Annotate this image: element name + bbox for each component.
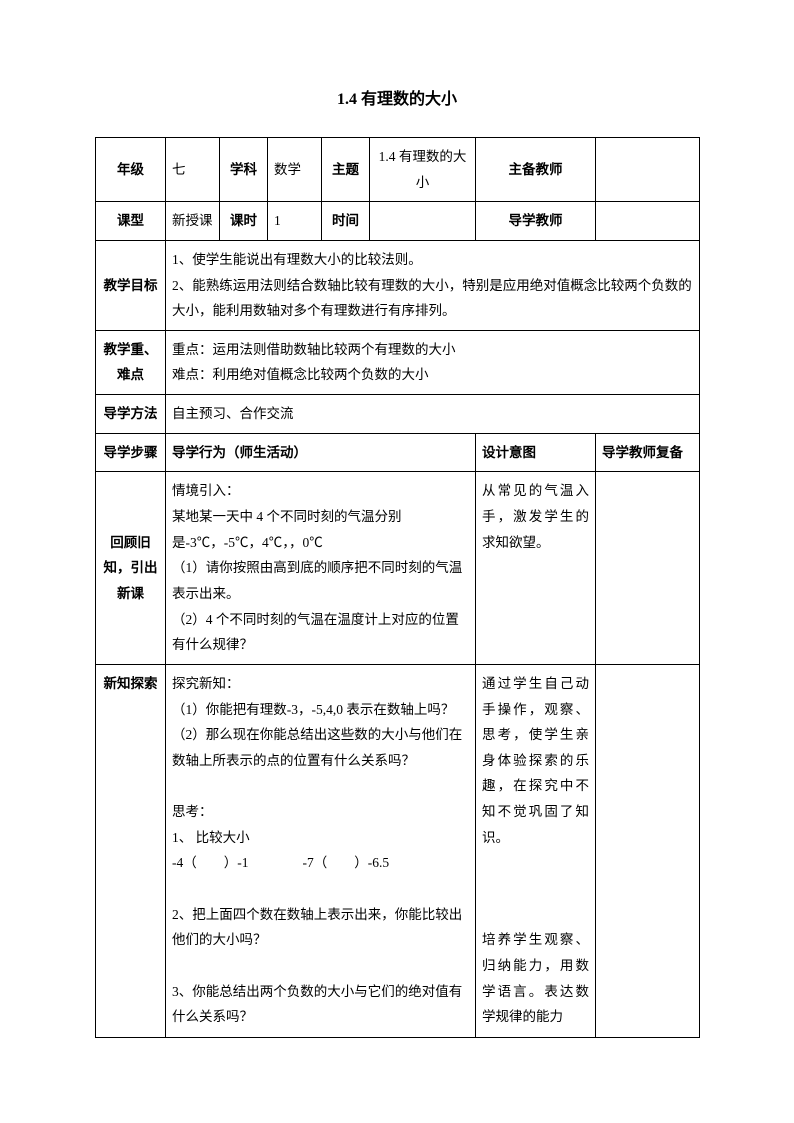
method-label: 导学方法 bbox=[96, 395, 166, 434]
keypoints-text: 重点：运用法则借助数轴比较两个有理数的大小 难点：利用绝对值概念比较两个负数的大… bbox=[166, 330, 700, 394]
page-title: 1.4 有理数的大小 bbox=[95, 85, 699, 109]
lesson-type-value: 新授课 bbox=[166, 202, 220, 241]
keypoints-label: 教学重、难点 bbox=[96, 330, 166, 394]
time-label: 时间 bbox=[322, 202, 370, 241]
intent-cell-2: 通过学生自己动手操作，观察、思考，使学生亲身体验探索的乐趣，在探究中不知不觉巩固… bbox=[476, 664, 596, 1037]
subject-label: 学科 bbox=[220, 138, 268, 202]
action-cell-1: 情境引入： 某地某一天中 4 个不同时刻的气温分别是-3℃，-5℃，4℃，，0℃… bbox=[166, 472, 476, 664]
keypoints-row: 教学重、难点 重点：运用法则借助数轴比较两个有理数的大小 难点：利用绝对值概念比… bbox=[96, 330, 700, 394]
columns-row: 导学步骤 导学行为（师生活动） 设计意图 导学教师复备 bbox=[96, 433, 700, 472]
prep-cell-2 bbox=[596, 664, 700, 1037]
step-cell-1: 回顾旧知，引出新课 bbox=[96, 472, 166, 664]
guide-teacher-label: 导学教师 bbox=[476, 202, 596, 241]
goals-text: 1、使学生能说出有理数大小的比较法则。 2、能熟练运用法则结合数轴比较有理数的大… bbox=[166, 240, 700, 330]
step-cell-2: 新知探索 bbox=[96, 664, 166, 1037]
topic-label: 主题 bbox=[322, 138, 370, 202]
intent-cell-1: 从常见的气温入手，激发学生的求知欲望。 bbox=[476, 472, 596, 664]
table-row: 新知探索 探究新知： （1）你能把有理数-3，-5,4,0 表示在数轴上吗？ （… bbox=[96, 664, 700, 1037]
topic-value: 1.4 有理数的大小 bbox=[370, 138, 476, 202]
col-prep: 导学教师复备 bbox=[596, 433, 700, 472]
lesson-plan-table: 年级 七 学科 数学 主题 1.4 有理数的大小 主备教师 课型 新授课 课时 … bbox=[95, 137, 700, 1038]
col-action: 导学行为（师生活动） bbox=[166, 433, 476, 472]
subject-value: 数学 bbox=[268, 138, 322, 202]
method-row: 导学方法 自主预习、合作交流 bbox=[96, 395, 700, 434]
grade-label: 年级 bbox=[96, 138, 166, 202]
header-row-1: 年级 七 学科 数学 主题 1.4 有理数的大小 主备教师 bbox=[96, 138, 700, 202]
grade-value: 七 bbox=[166, 138, 220, 202]
guide-teacher-value bbox=[596, 202, 700, 241]
goals-label: 教学目标 bbox=[96, 240, 166, 330]
header-row-2: 课型 新授课 课时 1 时间 导学教师 bbox=[96, 202, 700, 241]
lesson-type-label: 课型 bbox=[96, 202, 166, 241]
prep-cell-1 bbox=[596, 472, 700, 664]
table-row: 回顾旧知，引出新课 情境引入： 某地某一天中 4 个不同时刻的气温分别是-3℃，… bbox=[96, 472, 700, 664]
main-teacher-value bbox=[596, 138, 700, 202]
action-cell-2: 探究新知： （1）你能把有理数-3，-5,4,0 表示在数轴上吗？ （2）那么现… bbox=[166, 664, 476, 1037]
period-value: 1 bbox=[268, 202, 322, 241]
time-value bbox=[370, 202, 476, 241]
main-teacher-label: 主备教师 bbox=[476, 138, 596, 202]
goals-row: 教学目标 1、使学生能说出有理数大小的比较法则。 2、能熟练运用法则结合数轴比较… bbox=[96, 240, 700, 330]
col-intent: 设计意图 bbox=[476, 433, 596, 472]
col-steps: 导学步骤 bbox=[96, 433, 166, 472]
method-text: 自主预习、合作交流 bbox=[166, 395, 700, 434]
period-label: 课时 bbox=[220, 202, 268, 241]
